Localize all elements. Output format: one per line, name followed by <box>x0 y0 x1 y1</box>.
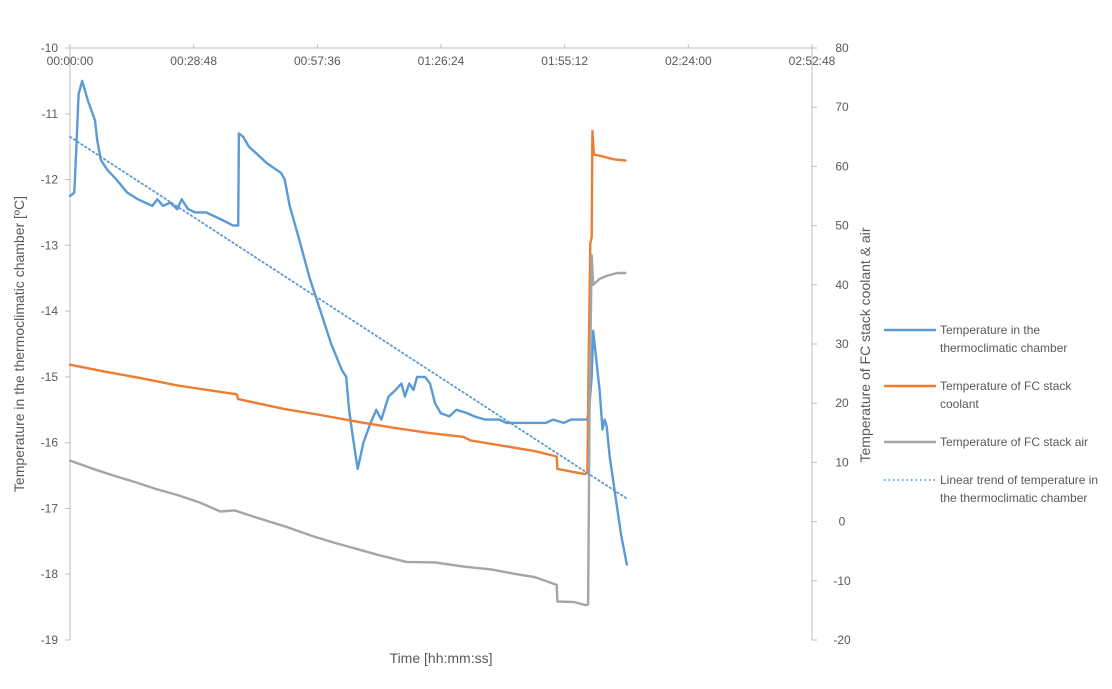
x-axis-ticks: 00:00:00 00:28:48 00:57:36 01:26:24 01:55:12… <box>47 44 836 68</box>
series-line-2 <box>68 129 627 476</box>
right-y-tick-label: -10 <box>833 574 851 588</box>
right-y-tick-label: 60 <box>835 159 849 173</box>
legend-item-1: Temperature in the thermoclimatic chamber <box>884 323 1067 355</box>
x-tick-label: 00:28:48 <box>170 54 217 68</box>
left-y-tick-label: -17 <box>41 501 59 515</box>
left-y-tick-label: -18 <box>41 567 59 581</box>
legend-label: Temperature of FC stack air <box>940 435 1088 449</box>
right-y-tick-label: 80 <box>835 41 849 55</box>
right-y-tick-label: 30 <box>835 337 849 351</box>
legend-item-3: Temperature of FC stack air <box>884 435 1088 449</box>
left-y-axis-ticks: -10 -11 -12 -13 -14 -15 -16 -17 -18 -19 <box>41 41 70 647</box>
right-y-tick-label: 10 <box>835 455 849 469</box>
right-y-axis-title: Temperature of FC stack coolant & air <box>857 227 873 462</box>
right-y-tick-label: 70 <box>835 100 849 114</box>
left-y-tick-label: -15 <box>41 370 59 384</box>
right-y-tick-label: 20 <box>835 396 849 410</box>
legend-item-2: Temperature of FC stack coolant <box>884 379 1072 411</box>
x-tick-label: 00:00:00 <box>47 54 94 68</box>
legend: Temperature in the thermoclimatic chamber… <box>884 323 1098 505</box>
left-y-tick-label: -11 <box>42 107 59 121</box>
x-tick-label: 00:57:36 <box>294 54 341 68</box>
left-y-axis-title: Temperature in the thermoclimatic chambe… <box>11 196 27 492</box>
x-tick-label: 02:24:00 <box>665 54 712 68</box>
x-tick-label: 01:26:24 <box>418 54 465 68</box>
x-tick-label: 02:52:48 <box>789 54 836 68</box>
series-line-1 <box>68 79 628 566</box>
legend-label: Temperature of FC stack coolant <box>940 379 1072 411</box>
series-line-3 <box>68 254 627 607</box>
left-y-tick-label: -14 <box>41 304 59 318</box>
right-y-tick-label: 50 <box>835 219 849 233</box>
right-y-tick-label: 0 <box>839 515 846 529</box>
legend-item-4: Linear trend of temperature in the thermo… <box>884 473 1098 505</box>
left-y-tick-label: -19 <box>41 633 59 647</box>
series-line-4 <box>69 135 628 500</box>
left-y-tick-label: -13 <box>41 238 59 252</box>
right-y-tick-label: -20 <box>833 633 851 647</box>
left-y-tick-label: -12 <box>41 173 59 187</box>
legend-label: Linear trend of temperature in the thermo… <box>940 473 1098 505</box>
right-y-axis-ticks: 80 70 60 50 40 30 20 10 0 -10 -20 <box>812 41 851 647</box>
x-axis-title: Time [hh:mm:ss] <box>390 650 493 666</box>
right-y-tick-label: 40 <box>835 278 849 292</box>
x-tick-label: 01:55:12 <box>541 54 588 68</box>
legend-label: Temperature in the thermoclimatic chamber <box>940 323 1067 355</box>
left-y-tick-label: -10 <box>41 41 59 55</box>
plot-axes <box>69 47 813 640</box>
series-layer <box>68 79 628 607</box>
left-y-tick-label: -16 <box>41 436 59 450</box>
